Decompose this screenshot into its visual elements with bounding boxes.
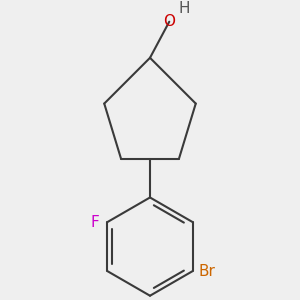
Text: H: H xyxy=(179,1,190,16)
Text: O: O xyxy=(163,14,175,29)
Text: Br: Br xyxy=(198,264,215,279)
Text: F: F xyxy=(90,214,99,230)
